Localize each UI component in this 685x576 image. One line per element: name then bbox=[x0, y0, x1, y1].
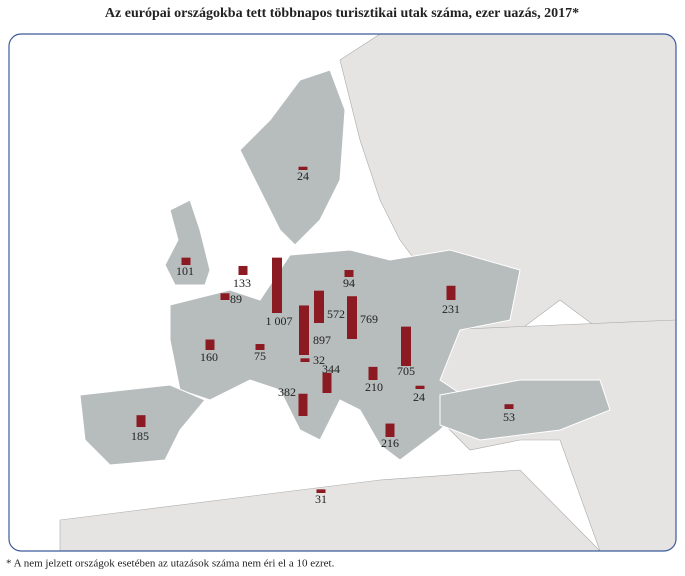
value-label: 101 bbox=[176, 264, 194, 278]
value-label: 344 bbox=[322, 362, 340, 376]
bar bbox=[316, 489, 326, 493]
bar bbox=[446, 285, 456, 300]
value-label: 572 bbox=[327, 307, 345, 321]
value-label: 705 bbox=[397, 364, 415, 378]
value-label: 32 bbox=[313, 353, 325, 367]
value-label: 185 bbox=[131, 429, 149, 443]
bar bbox=[299, 305, 309, 355]
value-label: 24 bbox=[297, 169, 309, 183]
bar bbox=[401, 326, 411, 366]
bar bbox=[238, 265, 248, 275]
value-label: 89 bbox=[230, 292, 242, 306]
map bbox=[9, 34, 676, 551]
bar bbox=[220, 293, 230, 300]
value-label: 231 bbox=[442, 302, 460, 316]
bar bbox=[415, 385, 425, 389]
bar bbox=[298, 166, 308, 170]
bar bbox=[504, 404, 514, 409]
footnote: * A nem jelzett országok esetében az uta… bbox=[6, 558, 335, 570]
value-label: 75 bbox=[254, 349, 266, 363]
bar bbox=[385, 423, 395, 437]
bar bbox=[255, 344, 265, 350]
bar bbox=[314, 290, 324, 323]
value-label: 53 bbox=[503, 410, 515, 424]
bar bbox=[136, 415, 146, 427]
bar bbox=[181, 257, 191, 265]
value-label: 382 bbox=[278, 385, 296, 399]
value-label: 160 bbox=[200, 350, 218, 364]
bar bbox=[205, 339, 215, 350]
bar bbox=[344, 270, 354, 277]
bar bbox=[300, 358, 310, 362]
value-label: 210 bbox=[365, 380, 383, 394]
bar bbox=[298, 393, 308, 416]
value-label: 94 bbox=[343, 276, 355, 290]
value-label: 31 bbox=[315, 492, 327, 506]
value-label: 24 bbox=[413, 390, 425, 404]
value-label: 216 bbox=[381, 436, 399, 450]
value-label: 133 bbox=[233, 276, 251, 290]
value-label: 897 bbox=[313, 333, 331, 347]
title: Az európai országokba tett többnapos tur… bbox=[105, 6, 579, 21]
bar bbox=[347, 296, 357, 339]
frame bbox=[8, 33, 677, 552]
bar bbox=[368, 366, 378, 380]
bar bbox=[322, 372, 332, 393]
bar bbox=[272, 257, 282, 313]
value-label: 1 007 bbox=[266, 314, 293, 328]
value-label: 769 bbox=[360, 312, 378, 326]
